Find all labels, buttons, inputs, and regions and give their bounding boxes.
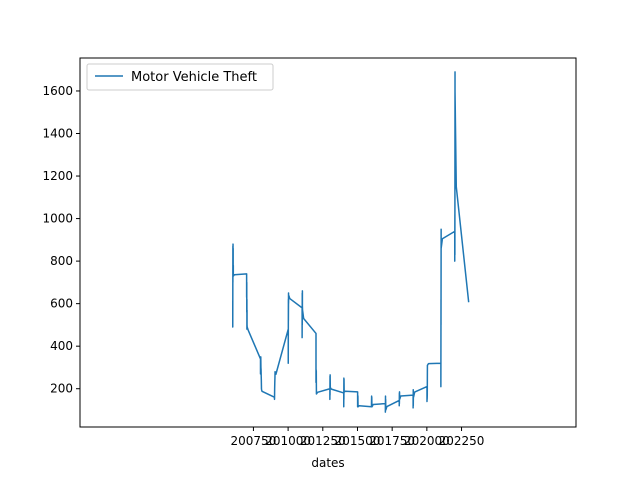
x-tick-label: 202250 (439, 434, 485, 448)
x-tick-label: 201000 (265, 434, 311, 448)
plot-frame (79, 57, 577, 428)
x-axis-label: dates (311, 456, 344, 470)
x-tick-label: 201500 (335, 434, 381, 448)
series-layer (232, 71, 470, 413)
x-tick-label: 202000 (404, 434, 450, 448)
y-tick-label: 1200 (42, 169, 73, 183)
legend: Motor Vehicle Theft (86, 63, 274, 91)
y-tick-label: 400 (50, 339, 73, 353)
series-line-motor-vehicle-theft (232, 71, 470, 413)
x-tick-label: 201750 (369, 434, 415, 448)
y-tick-label: 1000 (42, 212, 73, 226)
y-tick-label: 200 (50, 382, 73, 396)
x-tick-label: 201250 (300, 434, 346, 448)
y-tick-label: 800 (50, 254, 73, 268)
y-axis-ticks: 200 400 600 800 1000 1200 1400 1600 (42, 84, 80, 396)
legend-label: Motor Vehicle Theft (131, 70, 257, 85)
y-tick-label: 600 (50, 297, 73, 311)
x-tick-label: 200750 (231, 434, 277, 448)
y-tick-label: 1400 (42, 127, 73, 141)
legend-box (86, 63, 274, 91)
plot-area (80, 58, 576, 427)
x-axis-ticks: 2007502010002012502015002017502020002022… (231, 427, 485, 448)
y-tick-label: 1600 (42, 84, 73, 98)
plot-background (80, 58, 576, 427)
